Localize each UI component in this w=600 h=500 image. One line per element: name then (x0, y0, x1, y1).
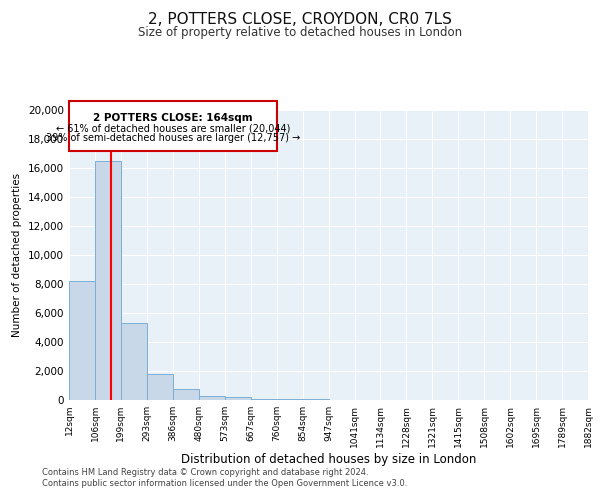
Bar (95, 161, 121, 400)
Text: Size of property relative to detached houses in London: Size of property relative to detached ho… (138, 26, 462, 39)
FancyBboxPatch shape (69, 102, 277, 150)
Bar (69, 281, 95, 400)
Bar (199, 396, 224, 400)
Text: 2 POTTERS CLOSE: 164sqm: 2 POTTERS CLOSE: 164sqm (93, 113, 253, 123)
X-axis label: Distribution of detached houses by size in London: Distribution of detached houses by size … (181, 452, 476, 466)
Text: ← 61% of detached houses are smaller (20,044): ← 61% of detached houses are smaller (20… (56, 123, 290, 133)
Bar (224, 397, 251, 400)
Y-axis label: Number of detached properties: Number of detached properties (13, 173, 22, 337)
Text: 39% of semi-detached houses are larger (12,757) →: 39% of semi-detached houses are larger (… (46, 133, 300, 143)
Text: 2, POTTERS CLOSE, CROYDON, CR0 7LS: 2, POTTERS CLOSE, CROYDON, CR0 7LS (148, 12, 452, 28)
Bar (121, 323, 147, 400)
Bar (147, 374, 173, 400)
Bar (173, 389, 199, 400)
Bar (251, 398, 277, 400)
Bar (277, 398, 302, 400)
Text: Contains HM Land Registry data © Crown copyright and database right 2024.
Contai: Contains HM Land Registry data © Crown c… (42, 468, 407, 487)
